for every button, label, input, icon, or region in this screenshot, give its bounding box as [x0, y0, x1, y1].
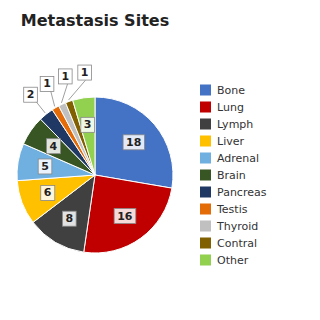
data-label-group: 1: [58, 69, 72, 84]
legend-label: Lymph: [217, 118, 253, 131]
data-label-group: 6: [41, 185, 55, 200]
legend-label: Adrenal: [217, 152, 259, 165]
legend-swatch: [200, 85, 211, 96]
legend-swatch: [200, 238, 211, 249]
legend-label: Other: [217, 254, 249, 267]
leader-line: [51, 91, 55, 107]
data-label-box: [41, 185, 55, 200]
data-label-group: 8: [62, 211, 76, 226]
legend-swatch: [200, 119, 211, 130]
data-label-group: 1: [40, 76, 54, 91]
data-label-group: 5: [38, 159, 52, 174]
data-labels: 1816865432111: [24, 65, 145, 226]
data-label-box: [81, 117, 95, 132]
legend-label: Lung: [217, 101, 244, 114]
legend-label: Pancreas: [217, 186, 267, 199]
data-label-box: [58, 69, 72, 84]
data-label-group: 3: [81, 117, 95, 132]
data-label-group: 4: [46, 139, 60, 154]
slices: [17, 97, 173, 253]
slice: [95, 97, 173, 188]
legend-swatch: [200, 255, 211, 266]
data-label-box: [78, 65, 92, 80]
data-label-box: [38, 159, 52, 174]
data-label-group: 16: [114, 209, 136, 224]
data-label: 4: [49, 140, 57, 153]
legend-label: Testis: [216, 203, 248, 216]
leader-line: [61, 84, 67, 103]
data-label: 6: [44, 186, 52, 199]
data-label: 1: [81, 66, 89, 79]
legend-label: Liver: [217, 135, 244, 148]
data-label: 8: [65, 212, 73, 225]
slice: [84, 175, 172, 253]
legend-swatch: [200, 102, 211, 113]
data-label: 1: [43, 77, 51, 90]
data-label-group: 2: [24, 87, 38, 102]
data-label: 1: [61, 70, 69, 83]
data-label-group: 18: [123, 135, 144, 150]
legend-swatch: [200, 153, 211, 164]
slice: [73, 97, 95, 175]
data-label-box: [62, 211, 76, 226]
data-label: 2: [27, 88, 35, 101]
legend-swatch: [200, 204, 211, 215]
chart: Metastasis Sites1816865432111BoneLungLym…: [0, 0, 320, 320]
data-label-box: [46, 139, 60, 154]
leader-line: [69, 80, 86, 100]
leader-line: [35, 101, 45, 113]
legend: Bone Lung Lymph Liver Adrenal Brain Pancreas Te…: [200, 84, 267, 267]
legend-label: Brain: [217, 169, 246, 182]
slice: [17, 175, 95, 222]
data-label-box: [40, 76, 54, 91]
legend-label: Contral: [217, 237, 257, 250]
data-label: 18: [126, 136, 141, 149]
legend-label: Thyroid: [216, 220, 258, 233]
data-label-box: [114, 209, 136, 224]
data-label-box: [123, 135, 144, 150]
legend-swatch: [200, 221, 211, 232]
legend-label: Bone: [217, 84, 245, 97]
data-label: 5: [41, 160, 49, 173]
data-label-box: [24, 87, 38, 102]
legend-swatch: [200, 170, 211, 181]
title: Metastasis Sites: [21, 11, 169, 30]
data-label: 16: [117, 210, 133, 223]
legend-swatch: [200, 187, 211, 198]
data-label-group: 1: [78, 65, 92, 80]
data-label: 3: [84, 118, 92, 131]
legend-swatch: [200, 136, 211, 147]
